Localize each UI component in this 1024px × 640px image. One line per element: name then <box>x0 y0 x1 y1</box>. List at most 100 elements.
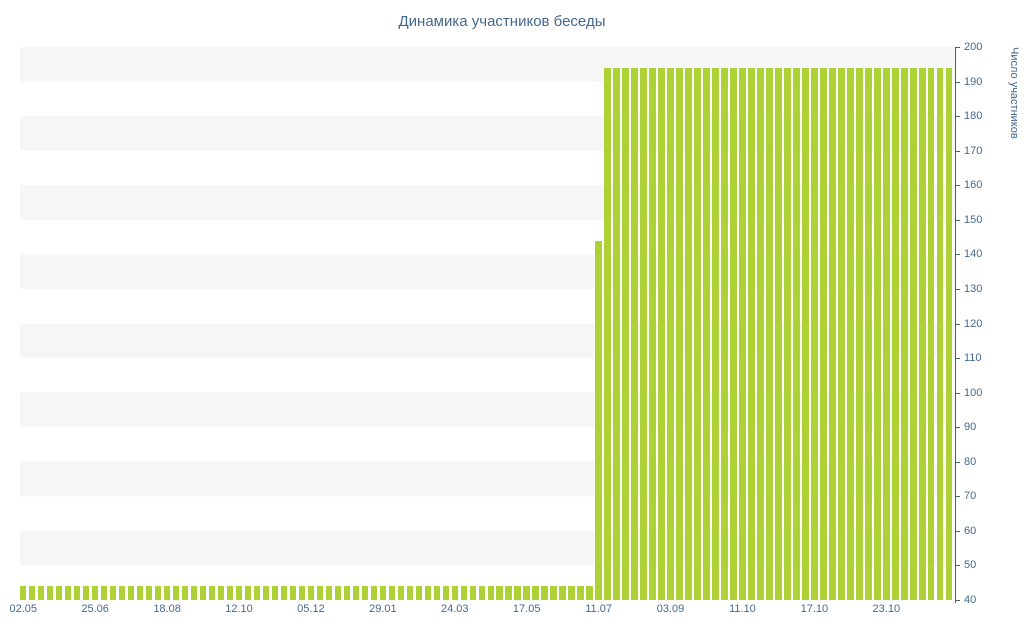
bar <box>613 67 620 600</box>
bar <box>793 67 800 600</box>
bar <box>505 586 512 600</box>
bar <box>298 586 306 600</box>
bar <box>244 586 252 600</box>
y-tick-label: 200 <box>964 41 983 53</box>
bar <box>532 586 539 600</box>
y-tick-mark <box>955 254 960 256</box>
bar <box>496 586 503 600</box>
bars-layer <box>20 47 955 600</box>
bar <box>874 67 881 600</box>
bar <box>388 586 396 600</box>
bar <box>730 67 737 600</box>
y-tick-mark <box>955 358 960 360</box>
bar <box>685 67 692 600</box>
bar <box>676 67 683 600</box>
bar <box>253 586 261 600</box>
y-tick-label: 100 <box>964 386 983 399</box>
bar <box>334 586 342 600</box>
bar <box>568 586 575 600</box>
bar <box>28 586 36 600</box>
bar <box>802 67 809 600</box>
y-tick-label: 80 <box>964 455 977 468</box>
bar <box>307 586 315 600</box>
bar <box>595 240 602 600</box>
x-axis-label: 03.09 <box>656 603 685 615</box>
y-tick-label: 90 <box>964 421 977 434</box>
bar <box>55 586 63 600</box>
y-tick-label: 50 <box>964 559 977 572</box>
bar <box>586 586 593 600</box>
bar <box>73 586 81 600</box>
bar <box>469 586 476 600</box>
y-tick-label: 40 <box>964 594 977 606</box>
bar <box>361 586 369 600</box>
y-tick-label: 110 <box>964 352 982 365</box>
x-axis-label: 17.05 <box>512 603 541 615</box>
y-tick-mark <box>955 530 960 532</box>
y-tick-label: 60 <box>964 524 977 537</box>
bar <box>280 586 288 600</box>
bar <box>226 586 234 600</box>
y-tick-label: 70 <box>964 490 977 503</box>
x-axis-label: 12.10 <box>225 603 253 615</box>
bar <box>172 586 180 600</box>
bar <box>712 67 719 600</box>
bar <box>262 586 270 600</box>
x-axis-label: 29.01 <box>369 603 397 615</box>
bar <box>478 586 485 600</box>
bar <box>775 67 782 600</box>
bar <box>649 67 656 600</box>
x-axis-label: 24.03 <box>441 603 469 615</box>
bar <box>883 67 890 600</box>
bar <box>46 586 54 600</box>
chart-title: Динамика участников беседы <box>398 13 606 30</box>
bar <box>235 586 243 600</box>
bar <box>658 67 665 600</box>
bar <box>37 586 45 600</box>
bar <box>316 586 324 600</box>
y-tick-mark <box>955 219 960 221</box>
bar <box>631 67 638 600</box>
y-tick-mark <box>955 496 960 498</box>
bar <box>20 586 27 600</box>
bar <box>847 67 854 600</box>
bar <box>406 586 414 600</box>
x-axis-label: 11.07 <box>585 603 612 615</box>
y-tick-label: 190 <box>964 75 983 88</box>
bar <box>820 67 827 600</box>
bar <box>154 586 162 600</box>
bar <box>397 586 405 600</box>
x-axis-label: 02.05 <box>9 603 37 615</box>
bar <box>217 586 225 600</box>
bar <box>928 67 935 600</box>
bar <box>550 586 557 600</box>
bar <box>433 586 441 600</box>
bar <box>946 67 953 600</box>
bar <box>181 586 189 600</box>
y-tick-mark <box>955 600 960 601</box>
bar <box>739 67 746 600</box>
bar <box>784 67 791 600</box>
plot-area <box>20 47 955 600</box>
x-axis-label: 17.10 <box>800 603 829 615</box>
y-axis: 200 190 180 170 160 150 140 130 120 110 100 90 80 70 6… <box>955 41 1021 609</box>
bar <box>118 586 126 600</box>
y-tick-label: 180 <box>964 110 983 123</box>
bar <box>910 67 917 600</box>
bar <box>289 586 297 600</box>
bar <box>622 67 629 600</box>
x-axis-label: 11.10 <box>729 603 756 615</box>
bar <box>748 67 755 600</box>
bar <box>811 67 818 600</box>
y-tick-mark <box>955 323 960 325</box>
y-tick-mark <box>955 392 960 394</box>
bar <box>694 67 701 600</box>
bar <box>460 586 467 600</box>
bar <box>559 586 566 600</box>
bar <box>514 586 521 600</box>
bar <box>523 586 530 600</box>
bar <box>919 67 926 600</box>
bar <box>163 586 171 600</box>
bar <box>451 586 458 600</box>
